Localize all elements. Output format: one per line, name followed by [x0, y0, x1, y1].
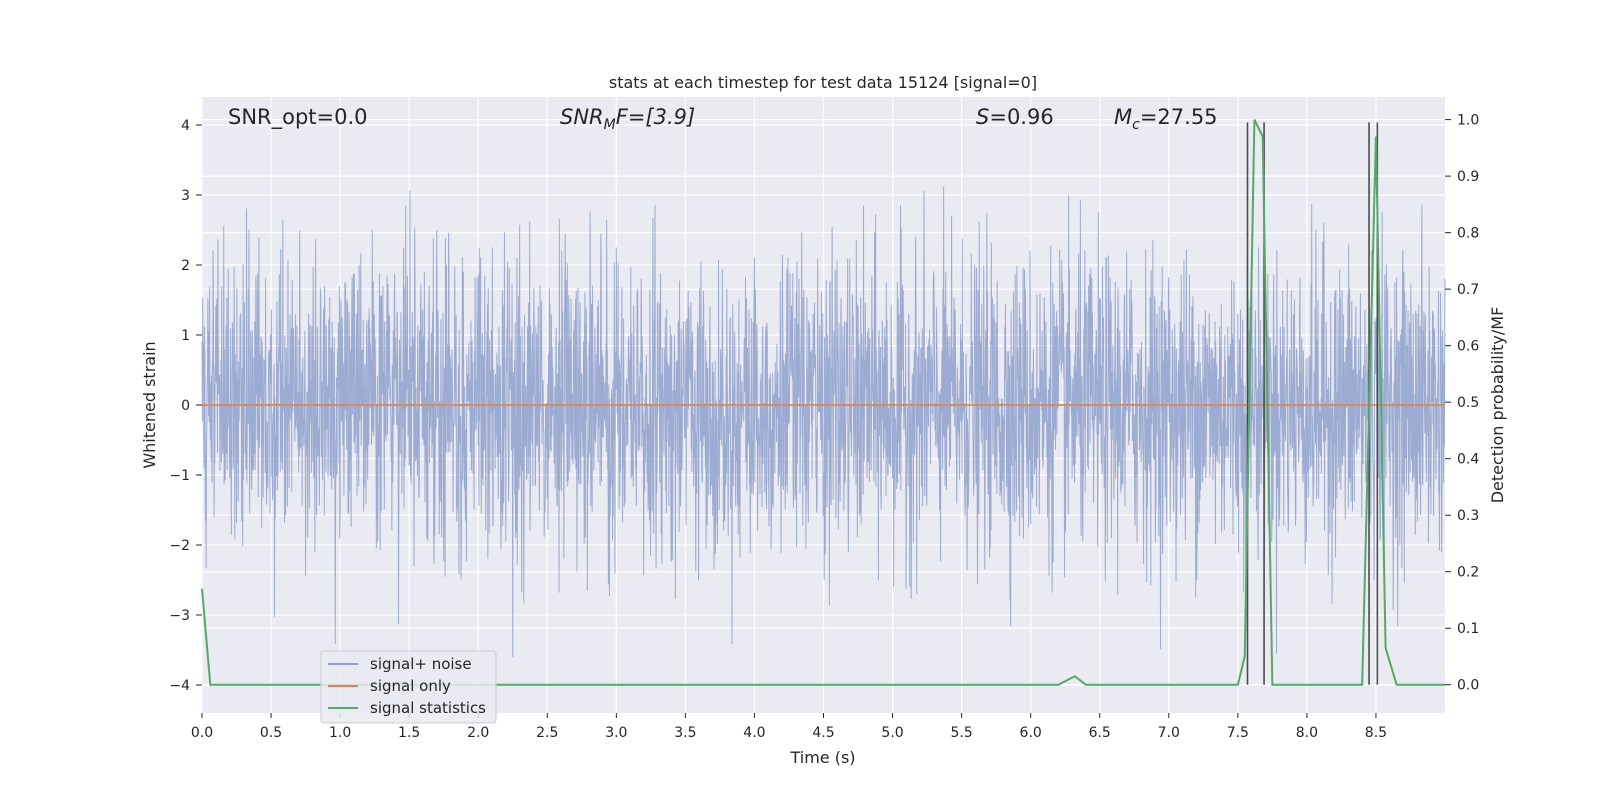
annotation-snr-mf: SNRMF=[3.9] — [560, 105, 695, 133]
y-right-tick-label: 0.0 — [1457, 678, 1479, 694]
x-tick-label: 4.0 — [743, 725, 765, 741]
snr-mf-main: SNR — [560, 105, 604, 129]
annotation-snr-opt: SNR_opt=0.0 — [228, 105, 368, 130]
x-tick-label: 5.0 — [881, 725, 903, 741]
y-left-tick-label: −4 — [169, 678, 190, 694]
y-left-tick-label: −1 — [169, 468, 190, 484]
annotation-mc: Mc=27.55 — [1114, 105, 1218, 133]
y-left-tick-label: 2 — [181, 258, 190, 274]
snr-mf-sub: M — [604, 117, 616, 133]
y-right-tick-label: 0.3 — [1457, 508, 1479, 524]
snr-mf-rest: F=[3.9] — [616, 105, 695, 129]
legend: signal+ noise signal only signal statist… — [320, 650, 497, 724]
y-right-tick-label: 0.7 — [1457, 282, 1479, 298]
x-tick-label: 8.0 — [1296, 725, 1318, 741]
x-tick-label: 1.5 — [398, 725, 420, 741]
y-left-tick-label: −3 — [169, 608, 190, 624]
x-axis-ticks: 0.0 0.5 1.0 1.5 2.0 2.5 3.0 3.5 4.0 4.5 5.0 5.5 6.0 6… — [191, 713, 1387, 741]
mc-sub: c — [1132, 117, 1140, 133]
y-left-tick-label: 4 — [181, 118, 190, 134]
x-tick-label: 3.0 — [605, 725, 627, 741]
y-right-tick-label: 0.2 — [1457, 565, 1479, 581]
s-main: S — [976, 105, 989, 129]
y-right-tick-label: 0.9 — [1457, 169, 1479, 185]
x-tick-label: 6.5 — [1089, 725, 1111, 741]
x-tick-label: 0.0 — [191, 725, 213, 741]
y-right-axis-ticks: 0.0 0.1 0.2 0.3 0.4 0.5 0.6 0.7 0.8 0.9 1.0 — [1445, 113, 1479, 694]
x-tick-label: 2.0 — [467, 725, 489, 741]
x-tick-label: 6.0 — [1020, 725, 1042, 741]
x-axis-label: Time (s) — [789, 748, 855, 767]
y-left-axis-label: Whitened strain — [140, 341, 159, 468]
y-left-tick-label: 0 — [181, 398, 190, 414]
x-tick-label: 4.5 — [812, 725, 834, 741]
x-tick-label: 8.5 — [1365, 725, 1387, 741]
y-right-tick-label: 1.0 — [1457, 113, 1479, 129]
mc-rest: =27.55 — [1140, 105, 1218, 129]
y-left-axis-ticks: −4 −3 −2 −1 0 1 2 3 4 — [169, 118, 202, 694]
y-right-tick-label: 0.1 — [1457, 621, 1479, 637]
x-tick-label: 0.5 — [260, 725, 282, 741]
x-tick-label: 5.5 — [950, 725, 972, 741]
legend-label-signal-noise: signal+ noise — [370, 655, 472, 673]
s-rest: =0.96 — [989, 105, 1053, 129]
x-tick-label: 2.5 — [536, 725, 558, 741]
y-right-tick-label: 0.5 — [1457, 395, 1479, 411]
series-signal-plus-noise — [201, 186, 1446, 658]
y-right-tick-label: 0.8 — [1457, 226, 1479, 242]
y-right-axis-label: Detection probability/MF — [1488, 307, 1507, 504]
legend-label-signal-only: signal only — [370, 677, 451, 695]
chart-title: stats at each timestep for test data 151… — [609, 73, 1037, 92]
y-left-tick-label: −2 — [169, 538, 190, 554]
x-tick-label: 7.0 — [1158, 725, 1180, 741]
y-right-tick-label: 0.6 — [1457, 339, 1479, 355]
mc-main: M — [1114, 105, 1132, 129]
y-left-tick-label: 1 — [181, 328, 190, 344]
x-tick-label: 7.5 — [1227, 725, 1249, 741]
legend-box — [320, 650, 497, 724]
x-tick-label: 1.0 — [329, 725, 351, 741]
legend-label-signal-statistics: signal statistics — [370, 699, 486, 717]
y-left-tick-label: 3 — [181, 188, 190, 204]
y-right-tick-label: 0.4 — [1457, 452, 1479, 468]
x-tick-label: 3.5 — [674, 725, 696, 741]
signal-noise-line — [201, 186, 1446, 658]
annotation-s: S=0.96 — [976, 105, 1054, 129]
